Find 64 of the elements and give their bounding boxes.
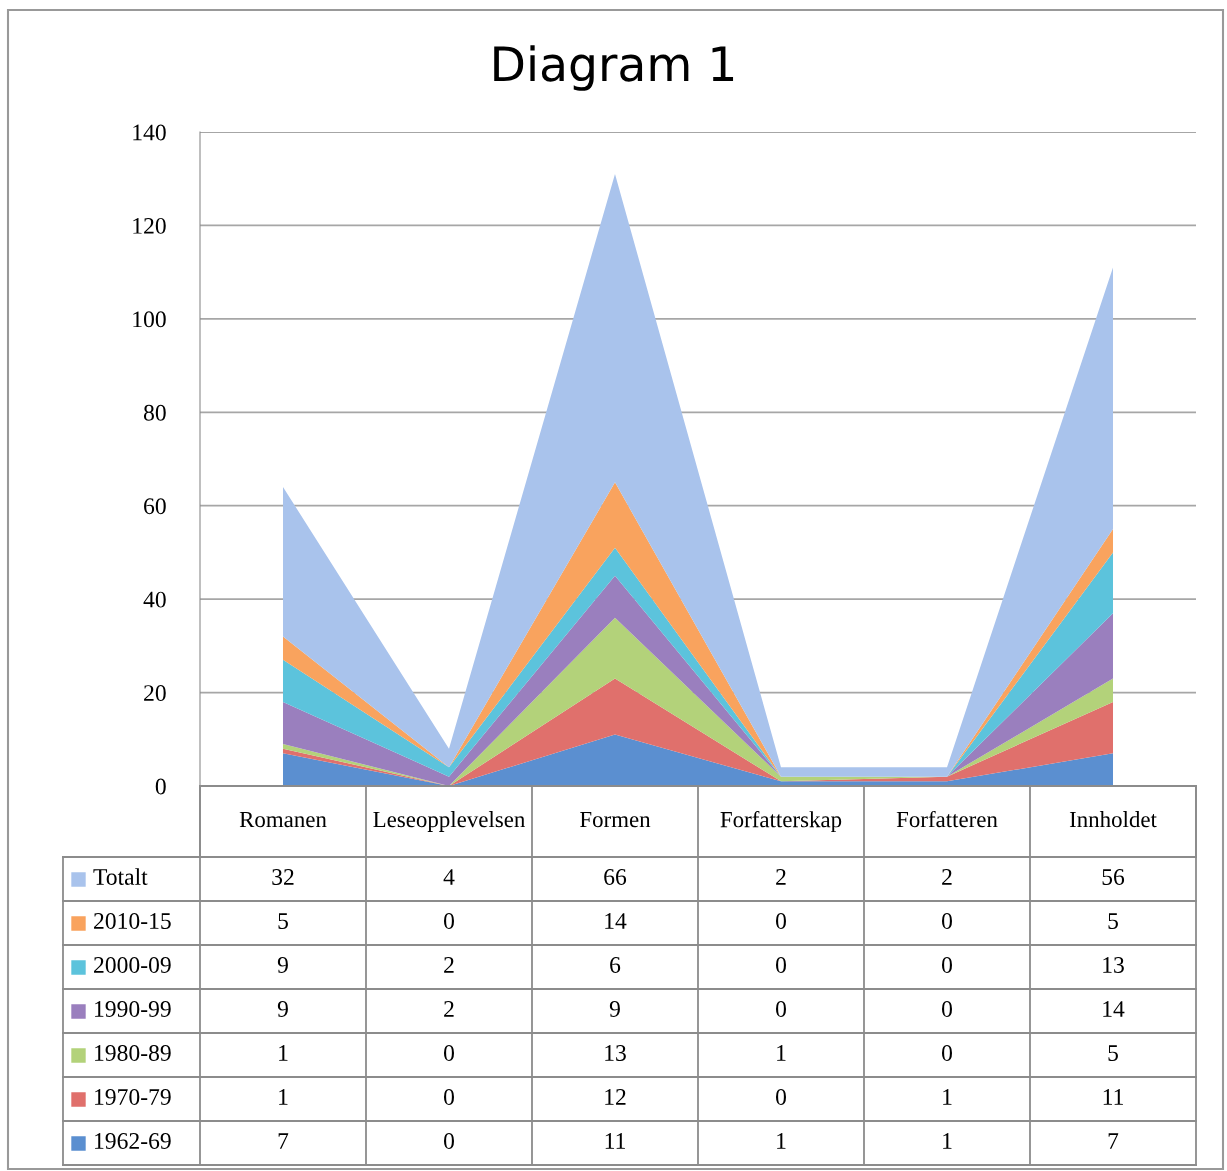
data-label: 5 xyxy=(278,913,288,929)
legend-label: 1990-99 xyxy=(95,1000,171,1017)
legend-label: Totalt xyxy=(93,868,148,885)
data-label: 0 xyxy=(942,912,952,929)
data-label: 0 xyxy=(776,1088,786,1105)
y-tick-label: 0 xyxy=(155,778,166,795)
data-label: 0 xyxy=(942,1000,952,1017)
data-label: 11 xyxy=(605,1133,625,1149)
data-label: 0 xyxy=(776,912,786,929)
data-label: 0 xyxy=(776,956,786,973)
data-label: 0 xyxy=(444,1044,454,1061)
data-label: 4 xyxy=(443,869,455,885)
data-label: 0 xyxy=(444,1132,454,1149)
data-label: 1 xyxy=(943,1089,952,1105)
data-label: 1 xyxy=(279,1045,288,1061)
y-tick-label: 140 xyxy=(133,124,166,141)
x-tick-label: Leseopplevelsen xyxy=(373,811,526,832)
data-label: 5 xyxy=(1108,913,1118,929)
data-label: 1 xyxy=(777,1045,786,1061)
data-label: 66 xyxy=(604,869,627,885)
data-label: 2 xyxy=(942,869,952,885)
data-label: 5 xyxy=(1108,1045,1118,1061)
y-tick-label: 60 xyxy=(144,498,166,515)
data-label: 2 xyxy=(776,869,786,885)
data-label: 14 xyxy=(605,913,627,929)
data-label: 11 xyxy=(1103,1089,1123,1105)
x-tick-label: Formen xyxy=(580,812,651,828)
data-label: 0 xyxy=(444,1088,454,1105)
x-tick-label: Romanen xyxy=(239,812,327,828)
data-label: 9 xyxy=(277,957,288,973)
data-label: 9 xyxy=(609,1001,620,1017)
data-label: 6 xyxy=(610,957,621,973)
y-tick-label: 100 xyxy=(133,311,166,328)
data-label: 1 xyxy=(279,1089,288,1105)
y-tick-label: 120 xyxy=(133,217,166,234)
data-label: 56 xyxy=(1102,869,1125,885)
data-label: 12 xyxy=(605,1089,626,1105)
data-label: 0 xyxy=(942,1044,952,1061)
y-tick-label: 80 xyxy=(143,404,166,421)
x-tick-label: Forfatterskap xyxy=(720,810,842,833)
data-label: 1 xyxy=(943,1133,952,1149)
data-label: 2 xyxy=(444,1001,454,1017)
legend-label: 1970-79 xyxy=(95,1088,171,1105)
legend-label: 1980-89 xyxy=(95,1044,171,1061)
data-label: 13 xyxy=(1103,957,1124,973)
data-label: 0 xyxy=(776,1000,786,1017)
chart-title: Diagram 1 xyxy=(494,45,734,91)
data-label: 32 xyxy=(272,869,294,885)
x-tick-label: Forfatteren xyxy=(896,810,998,828)
data-label: 2 xyxy=(444,957,454,973)
data-label: 0 xyxy=(444,912,454,929)
data-label: 9 xyxy=(277,1001,288,1017)
data-label: 7 xyxy=(1108,1133,1119,1149)
legend-label: 1962-69 xyxy=(95,1133,171,1149)
data-label: 13 xyxy=(605,1045,626,1061)
data-label: 1 xyxy=(777,1133,786,1149)
legend-label: 2010-15 xyxy=(94,912,171,929)
y-tick-label: 40 xyxy=(143,591,166,608)
data-label: 14 xyxy=(1103,1001,1125,1017)
data-label: 0 xyxy=(942,956,952,973)
legend-label: 2000-09 xyxy=(94,956,171,973)
y-tick-label: 20 xyxy=(144,685,166,701)
x-tick-label: Innholdet xyxy=(1069,811,1157,828)
data-label: 7 xyxy=(278,1133,289,1149)
